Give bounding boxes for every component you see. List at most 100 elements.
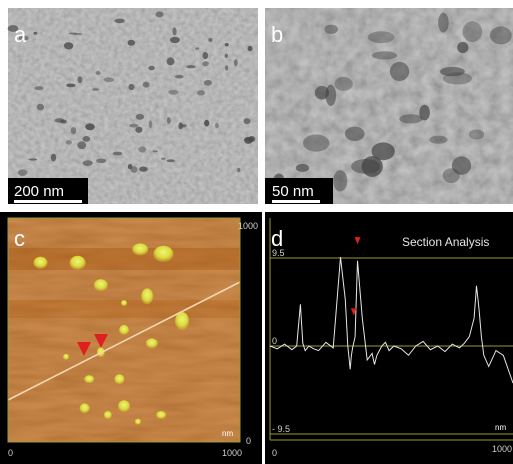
panel-c-unit: nm [222, 429, 233, 438]
panel-d-marker [354, 237, 361, 245]
tem-particle [174, 74, 184, 79]
afm-particle [63, 353, 69, 360]
afm-particle [141, 288, 154, 305]
tem-particle [161, 157, 166, 160]
tem-particle [224, 53, 228, 58]
tem-particle [168, 89, 179, 95]
tem-particle [247, 45, 253, 52]
afm-particle [119, 325, 129, 335]
panel-a-scalebar-label: 200 nm [14, 183, 64, 200]
panel-d-letter: d [271, 226, 283, 251]
panel-d-y-tick-label: - 9.5 [272, 424, 290, 434]
tem-particle [224, 43, 229, 47]
tem-particle [195, 47, 200, 50]
tem-particle [389, 61, 410, 81]
tem-particle [135, 126, 143, 133]
tem-particle [215, 122, 219, 129]
panel-b-particles [271, 12, 512, 193]
tem-particle [295, 163, 310, 172]
panel-c-frame [7, 217, 241, 443]
tem-particle [367, 31, 395, 44]
tem-particle [28, 158, 38, 161]
tem-particle [130, 166, 138, 173]
tem-particle [127, 164, 133, 170]
tem-particle [139, 166, 148, 172]
panel-d-marker [350, 308, 357, 316]
tem-particle [92, 88, 99, 91]
afm-particle [33, 256, 48, 269]
tem-particle [18, 35, 29, 41]
tem-particle [429, 135, 448, 144]
tem-particle [244, 137, 255, 142]
tem-particle [324, 24, 339, 34]
tem-particle [303, 134, 330, 152]
panel-d-background [265, 212, 513, 464]
afm-particle [134, 418, 141, 425]
tem-particle [50, 153, 57, 162]
tem-particle [202, 61, 210, 67]
tem-particle [82, 160, 93, 166]
tem-particle [361, 156, 383, 177]
panel-d-unit: nm [495, 423, 506, 432]
tem-particle [17, 169, 28, 177]
panel-a-scalebar [14, 200, 82, 203]
panel-c-axis-bottom-left: 0 [8, 448, 13, 458]
afm-particle [121, 300, 127, 307]
tem-particle [440, 66, 465, 77]
panel-d-profile-line [269, 257, 513, 384]
afm-particle [132, 243, 149, 256]
panel-a-particles [7, 11, 256, 177]
tem-particle [65, 140, 72, 145]
tem-particle [148, 65, 155, 71]
tem-particle [419, 104, 430, 121]
tem-particle [33, 31, 38, 35]
tem-particle [96, 158, 107, 164]
afm-particle [93, 279, 108, 292]
panel-b-texture [265, 8, 513, 204]
tem-particle [371, 51, 398, 60]
panel-a: a 200 nm [7, 8, 258, 204]
tem-particle [225, 65, 229, 71]
tem-particle [314, 85, 329, 100]
tem-particle [166, 57, 175, 66]
tem-particle [152, 150, 158, 153]
afm-particle [84, 375, 95, 384]
panel-b-scalebar-box [265, 178, 333, 204]
panel-d-markers [350, 237, 361, 316]
tem-particle [66, 83, 76, 88]
panel-b: b 50 nm [265, 8, 513, 204]
afm-particle [145, 338, 158, 349]
afm-particle [156, 411, 167, 420]
afm-particle [114, 374, 125, 385]
tem-particle [127, 39, 136, 46]
panel-d: 9.5 0 - 9.5 d Section Analysis nm 0 1000 [265, 212, 513, 464]
tem-particle [77, 76, 83, 84]
panel-b-scalebar [272, 200, 320, 203]
tem-particle [169, 36, 180, 44]
tem-particle [334, 76, 353, 91]
tem-particle [325, 84, 337, 107]
tem-particle [166, 117, 171, 124]
tem-particle [203, 79, 212, 86]
afm-particle [69, 255, 86, 270]
panel-a-scalebar-box [8, 178, 88, 204]
afm-particle [175, 312, 189, 330]
tem-particle [237, 167, 241, 173]
tem-particle [399, 114, 423, 124]
panel-d-y-ticks: 9.5 0 - 9.5 [272, 248, 290, 434]
tem-particle [155, 11, 164, 18]
afm-particle [79, 403, 90, 414]
panel-d-title: Section Analysis [402, 235, 489, 249]
afm-particle [153, 245, 174, 262]
tem-particle [148, 120, 153, 129]
panel-c-axis-top-right: 1000 [238, 221, 258, 231]
tem-particle [344, 126, 365, 141]
panel-c-marker-1 [77, 342, 91, 356]
tem-particle [208, 38, 213, 42]
tem-particle [95, 71, 101, 75]
panel-c-axis-right-bottom: 0 [246, 436, 251, 446]
panel-c-marker-2 [94, 334, 108, 348]
tem-particle [172, 27, 177, 36]
